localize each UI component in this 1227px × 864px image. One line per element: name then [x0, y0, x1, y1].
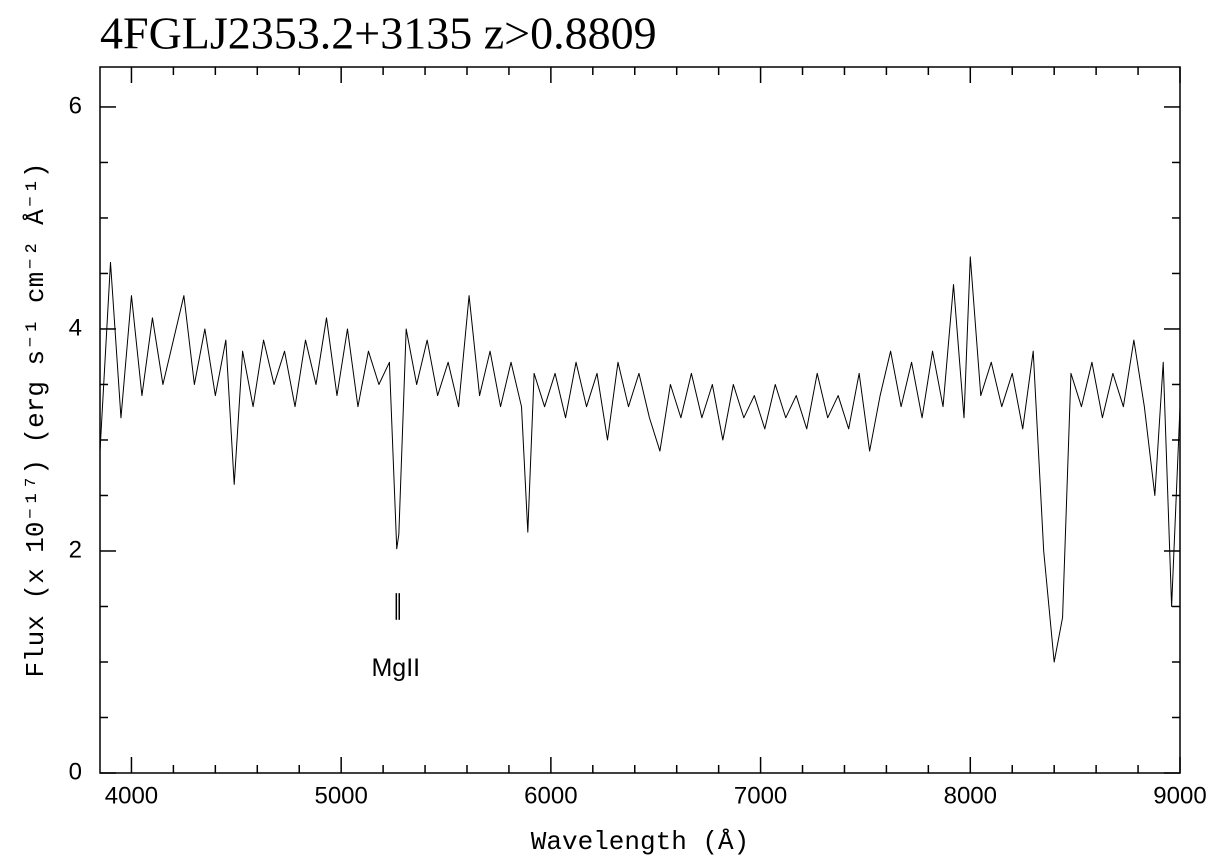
y-tick-label: 6 [69, 92, 82, 119]
y-tick-label: 2 [69, 536, 82, 563]
x-tick-label: 5000 [314, 782, 367, 809]
chart-title: 4FGLJ2353.2+3135 z>0.8809 [100, 8, 657, 59]
spectrum-line [99, 256, 1181, 663]
y-tick-label: 0 [69, 758, 82, 785]
y-axis-label: Flux (x 10⁻¹⁷) (erg s⁻¹ cm⁻² Å⁻¹) [21, 162, 51, 677]
x-tick-label: 7000 [734, 782, 787, 809]
annotation: MgII [371, 654, 420, 682]
x-tick-label: 8000 [944, 782, 997, 809]
x-axis-label: Wavelength (Å) [531, 827, 749, 857]
y-tick-label: 4 [69, 314, 82, 341]
x-tick-label: 6000 [524, 782, 577, 809]
x-tick-label: 4000 [105, 782, 158, 809]
x-tick-label: 9000 [1153, 782, 1206, 809]
plot-frame [99, 66, 1181, 774]
